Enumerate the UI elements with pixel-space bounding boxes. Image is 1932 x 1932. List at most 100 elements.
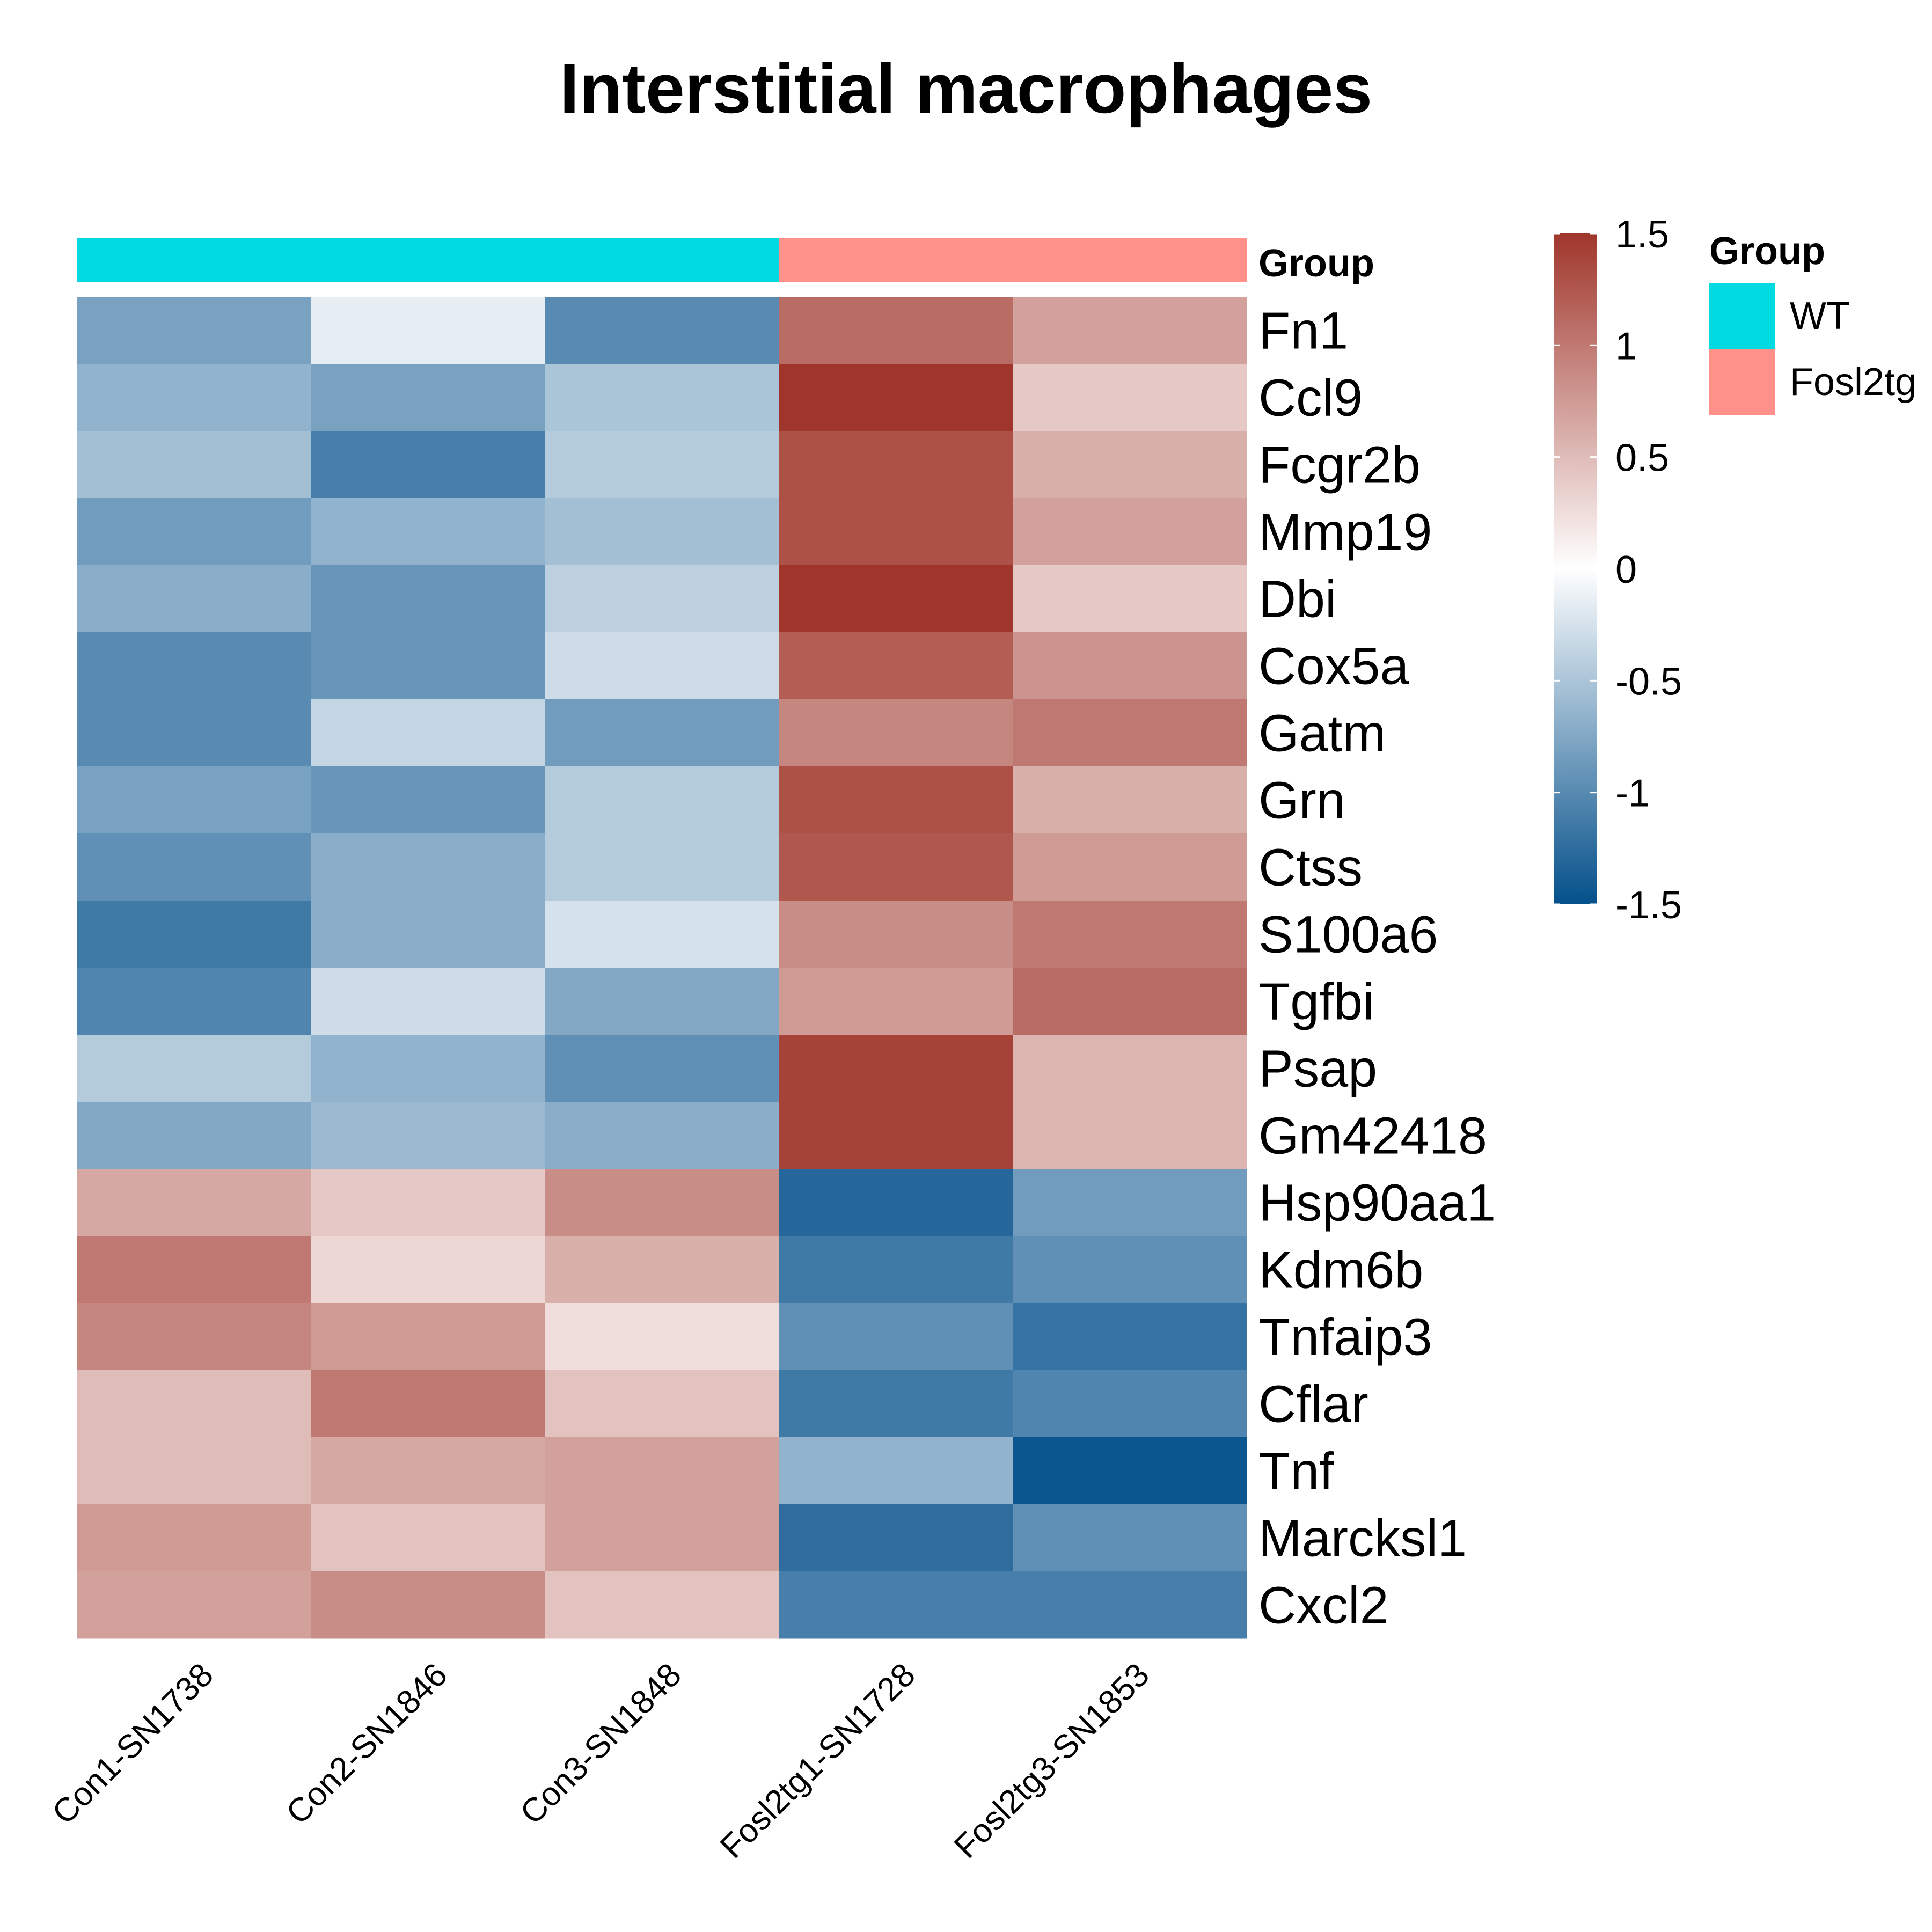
row-label: Cflar (1258, 1375, 1368, 1433)
heatmap-cell (545, 1102, 779, 1169)
legend-title: Group (1709, 230, 1825, 273)
heatmap-cell (1013, 498, 1247, 566)
heatmap-cell (311, 833, 545, 901)
scale-tick-label: -1.5 (1615, 884, 1682, 927)
heatmap-cell (77, 297, 311, 364)
heatmap-cell (311, 632, 545, 700)
heatmap-cell (779, 297, 1013, 364)
legend-swatch (1709, 349, 1775, 415)
heatmap-cell (545, 1504, 779, 1572)
heatmap-cell (545, 1370, 779, 1438)
heatmap-cell (77, 364, 311, 431)
row-label: Psap (1258, 1040, 1377, 1098)
annotation-cell (1013, 238, 1247, 282)
heatmap-cell (779, 565, 1013, 633)
heatmap-cell (1013, 1169, 1247, 1236)
heatmap-cell (77, 833, 311, 901)
heatmap-cell (779, 901, 1013, 968)
heatmap-cell (77, 1169, 311, 1236)
heatmap-cell (1013, 1504, 1247, 1572)
heatmap-cells (77, 297, 1247, 1639)
row-label: Fn1 (1258, 302, 1348, 360)
heatmap-cell (545, 431, 779, 499)
legend-swatch (1709, 283, 1775, 349)
heatmap-cell (77, 431, 311, 499)
heatmap-cell (1013, 901, 1247, 968)
heatmap-cell (77, 632, 311, 700)
heatmap-cell (779, 766, 1013, 834)
heatmap-cell (779, 699, 1013, 767)
heatmap-cell (311, 1437, 545, 1505)
column-label: Fosl2tg1-SN1728 (713, 1656, 923, 1865)
annotation-cell (779, 238, 1013, 282)
row-label: S100a6 (1258, 905, 1438, 964)
row-label: Fcgr2b (1258, 436, 1421, 494)
row-label: Kdm6b (1258, 1241, 1423, 1299)
heatmap-cell (1013, 297, 1247, 364)
heatmap-cell (311, 1035, 545, 1102)
row-label: Cxcl2 (1258, 1576, 1389, 1635)
annotation-cell (545, 238, 779, 282)
heatmap-cell (311, 901, 545, 968)
scale-tick-label: 0.5 (1615, 437, 1669, 480)
heatmap-cell (545, 364, 779, 431)
heatmap-cell (779, 1504, 1013, 1572)
legend-label: Fosl2tg (1790, 361, 1916, 404)
heatmap-cell (77, 699, 311, 767)
heatmap-cell (77, 968, 311, 1035)
heatmap-cell (545, 1437, 779, 1505)
heatmap-cell (1013, 766, 1247, 834)
heatmap-cell (779, 364, 1013, 431)
row-label: Marcksl1 (1258, 1509, 1467, 1568)
heatmap-cell (779, 498, 1013, 566)
heatmap-cell (545, 1169, 779, 1236)
heatmap-cell (779, 1303, 1013, 1371)
group-annotation-bar (77, 238, 1247, 282)
heatmap-cell (77, 565, 311, 633)
group-legend: WT Fosl2tg (1709, 283, 1916, 415)
heatmap-cell (779, 1370, 1013, 1438)
row-label: Cox5a (1258, 637, 1409, 696)
heatmap-cell (779, 1035, 1013, 1102)
scale-tick-label: 0 (1615, 548, 1637, 591)
heatmap-cell (545, 766, 779, 834)
heatmap-cell (545, 297, 779, 364)
color-scale-ticks: 1.5 1 0.5 0 -0.5 -1 -1.5 (1554, 213, 1682, 927)
heatmap-cell (1013, 1571, 1247, 1639)
heatmap-cell (311, 1370, 545, 1438)
legend-label: WT (1790, 295, 1850, 338)
row-label: Hsp90aa1 (1258, 1174, 1496, 1232)
heatmap-cell (1013, 1236, 1247, 1304)
column-label: Con1-SN1738 (45, 1656, 221, 1832)
heatmap-cell (1013, 1370, 1247, 1438)
row-label: Mmp19 (1258, 503, 1432, 561)
row-labels: Fn1 Ccl9 Fcgr2b Mmp19 Dbi Cox5a Gatm Grn Ctss S10… (1258, 302, 1496, 1635)
column-label: Con2-SN1846 (279, 1656, 455, 1832)
heatmap-cell (311, 431, 545, 499)
heatmap-cell (545, 833, 779, 901)
heatmap-cell (77, 1303, 311, 1371)
heatmap-cell (545, 968, 779, 1035)
row-label: Grn (1258, 771, 1345, 830)
heatmap-cell (779, 833, 1013, 901)
heatmap-cell (77, 1102, 311, 1169)
heatmap-cell (311, 1102, 545, 1169)
scale-tick-label: 1.5 (1615, 213, 1669, 256)
heatmap-cell (1013, 565, 1247, 633)
heatmap-cell (311, 699, 545, 767)
heatmap-cell (1013, 431, 1247, 499)
column-label: Fosl2tg3-SN1853 (947, 1656, 1157, 1865)
row-label: Ccl9 (1258, 369, 1363, 427)
heatmap-cell (77, 1035, 311, 1102)
heatmap-cell (779, 1236, 1013, 1304)
column-labels: Con1-SN1738 Con2-SN1846 Con3-SN1848 Fosl2tg… (45, 1656, 1157, 1865)
heatmap-cell (1013, 699, 1247, 767)
scale-tick-label: -1 (1615, 772, 1650, 815)
heatmap-cell (779, 1437, 1013, 1505)
color-scale-bar (1554, 233, 1597, 904)
annotation-cell (311, 238, 545, 282)
heatmap-cell (545, 632, 779, 700)
row-label: Tnfaip3 (1258, 1308, 1432, 1366)
row-label: Dbi (1258, 570, 1337, 628)
